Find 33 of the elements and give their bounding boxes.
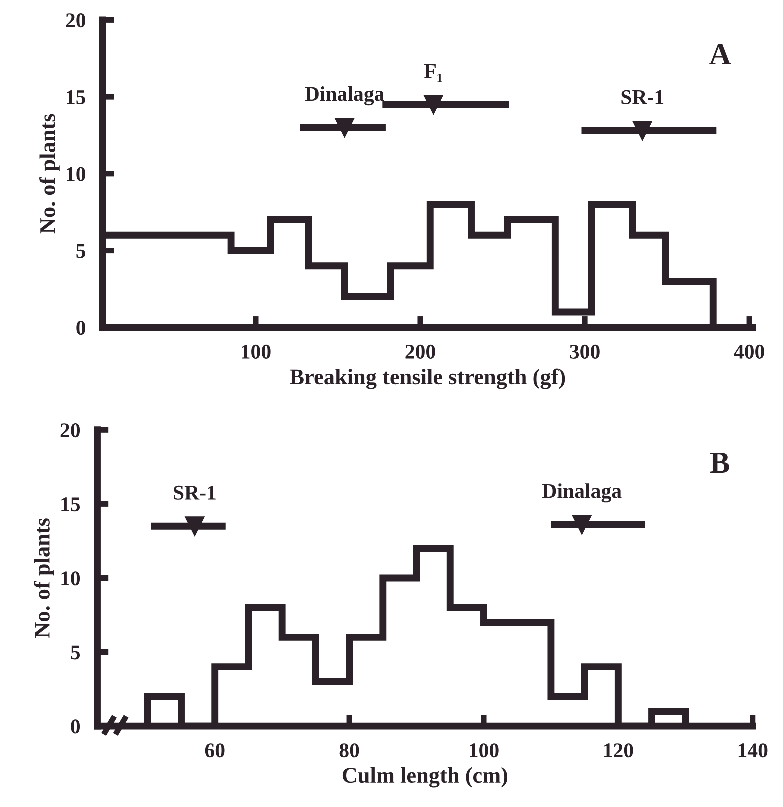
series-label: SR-1 [174, 486, 216, 500]
point [424, 95, 444, 114]
x-tick-label: 300 [570, 344, 600, 359]
y-tick-label: 10 [67, 167, 86, 182]
x-axis-title: Culm length (cm) [342, 767, 508, 788]
y-tick-label: 0 [71, 720, 80, 734]
series-label: Dinalaga [305, 86, 384, 106]
x-tick-label: 100 [242, 344, 271, 359]
y-tick-label: 5 [71, 646, 80, 660]
x-axis-title: Breaking tensile strength (gf) [290, 368, 566, 390]
series-label: Dinalaga [542, 484, 622, 503]
y-tick-label: 15 [62, 498, 80, 512]
y-tick-label: 5 [76, 244, 86, 258]
point [632, 121, 652, 141]
y-tick-label: 15 [67, 90, 86, 104]
y-axis-title: No. of plants [40, 114, 60, 234]
x-tick-label: 140 [738, 744, 768, 758]
x-tick-label: 60 [205, 744, 225, 758]
x-tick-label: 200 [406, 344, 436, 359]
y-tick-label: 0 [76, 321, 86, 336]
y-tick-label: 20 [60, 424, 80, 438]
series-label: SR-1 [622, 90, 664, 104]
x-tick-label: 80 [340, 744, 360, 758]
y-tick-label: 10 [62, 572, 80, 586]
x-tick-label: 100 [470, 744, 499, 758]
annotation: A [710, 44, 732, 64]
y-axis-title: No. of plants [34, 518, 54, 638]
point [335, 118, 355, 138]
series-label: F₁ [424, 64, 442, 82]
x-tick-label: 120 [604, 744, 634, 758]
x-tick-label: 400 [734, 344, 764, 359]
annotation: B [710, 453, 730, 474]
y-tick-label: 20 [66, 14, 86, 28]
